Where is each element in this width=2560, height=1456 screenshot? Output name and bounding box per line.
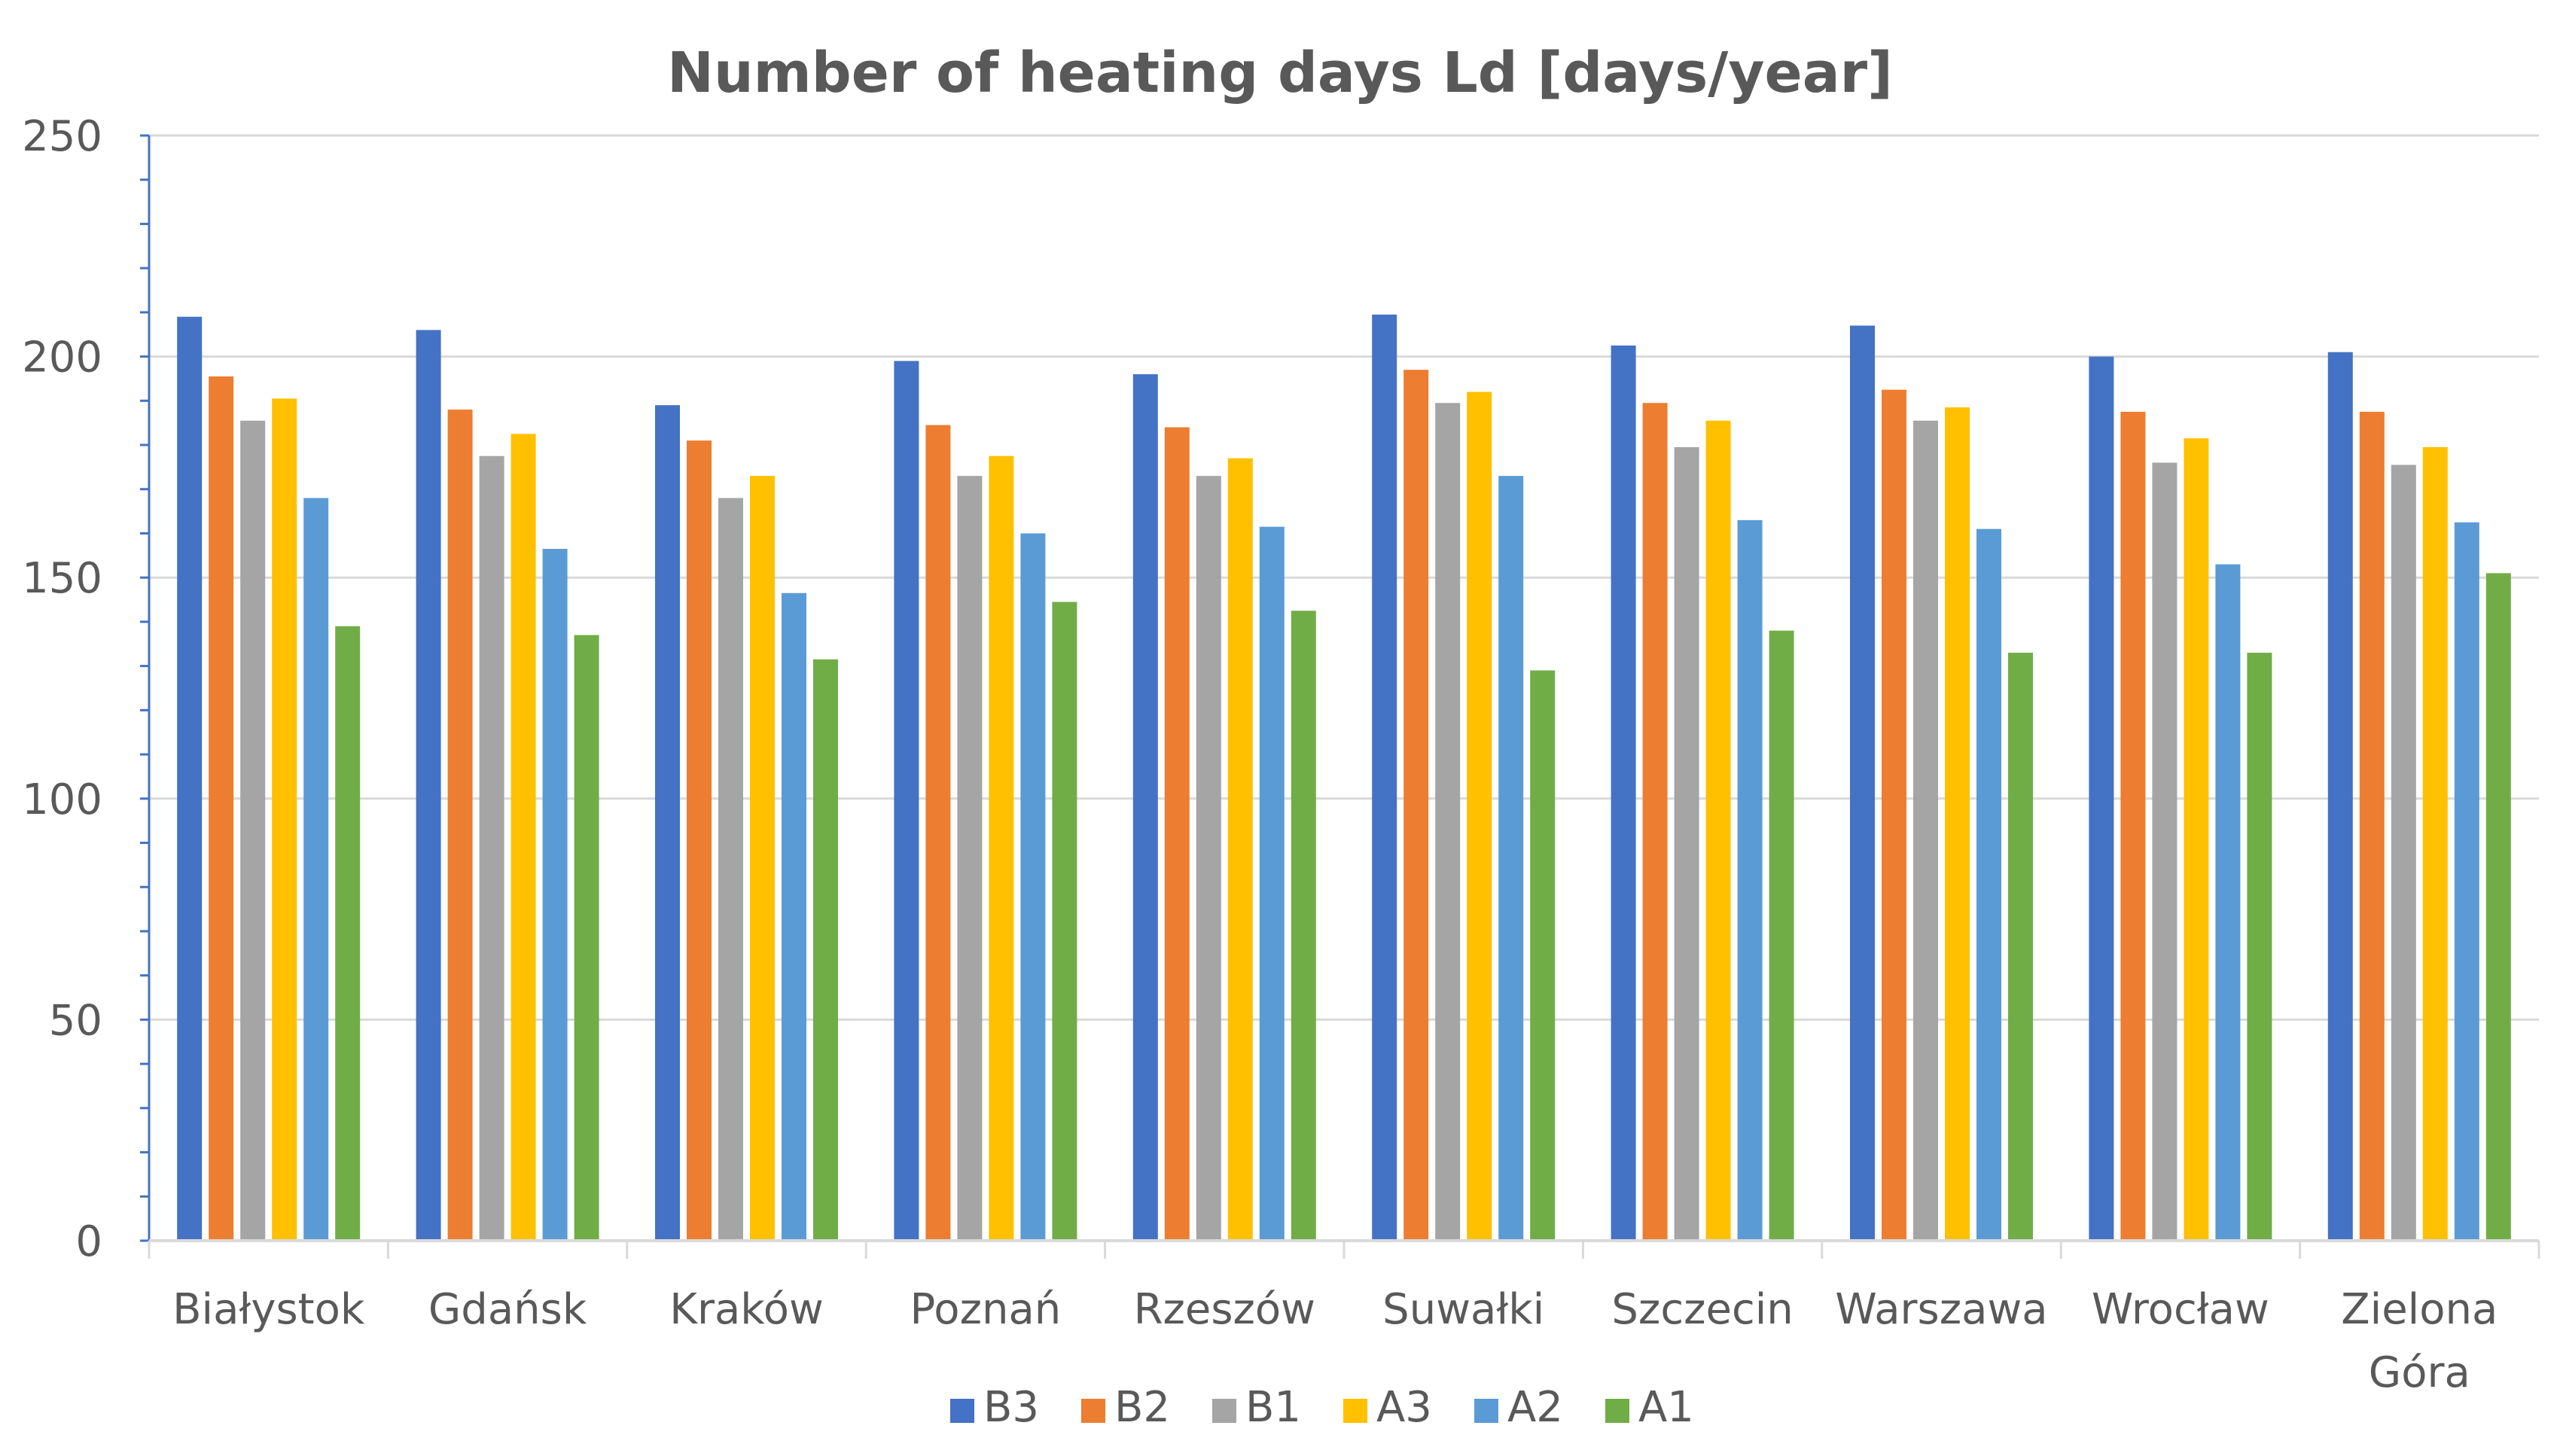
y-tick-label: 200 bbox=[22, 334, 102, 382]
bar-a2-10 bbox=[2454, 522, 2479, 1241]
bar-b1-5 bbox=[1196, 476, 1221, 1241]
bar-a3-1 bbox=[272, 398, 297, 1241]
bar-b3-2 bbox=[416, 330, 441, 1241]
legend: B3 B2 B1 A3 A2 A1 bbox=[950, 1383, 1694, 1432]
bar-b3-7 bbox=[1611, 345, 1636, 1241]
bar-a1-6 bbox=[1530, 670, 1556, 1241]
x-axis-tick-labels: Białystok Gdańsk Kraków Poznań Rzeszów Suwałk… bbox=[172, 1285, 2498, 1397]
x-tick-label: Warszawa bbox=[1835, 1285, 2047, 1334]
x-tick-label: Wrocław bbox=[2092, 1285, 2269, 1334]
bar-a3-2 bbox=[510, 434, 536, 1241]
bar-b2-1 bbox=[209, 376, 234, 1241]
bar-a3-6 bbox=[1467, 391, 1492, 1241]
bar-b3-6 bbox=[1372, 314, 1397, 1241]
bar-a2-1 bbox=[303, 498, 329, 1241]
bar-b2-7 bbox=[1642, 403, 1668, 1241]
bar-b2-10 bbox=[2359, 412, 2385, 1241]
bar-b3-3 bbox=[655, 405, 680, 1241]
y-tick-label: 250 bbox=[22, 112, 102, 161]
bar-b2-4 bbox=[925, 425, 951, 1241]
bar-b1-3 bbox=[718, 498, 743, 1241]
bar-a2-8 bbox=[1976, 528, 2001, 1241]
bar-a3-5 bbox=[1227, 458, 1253, 1241]
legend-swatch-b3 bbox=[950, 1399, 974, 1423]
y-axis-tick-labels: 0 50 100 150 200 250 bbox=[22, 112, 102, 1266]
bar-a1-9 bbox=[2247, 653, 2272, 1241]
x-tick-label: Poznań bbox=[910, 1285, 1062, 1334]
legend-label-b1: B1 bbox=[1245, 1383, 1301, 1432]
bar-b3-4 bbox=[894, 361, 919, 1241]
y-tick-label: 0 bbox=[75, 1217, 102, 1266]
legend-swatch-a1 bbox=[1605, 1399, 1629, 1423]
legend-swatch-b2 bbox=[1081, 1399, 1105, 1423]
bar-b1-2 bbox=[479, 455, 504, 1241]
bar-a3-4 bbox=[989, 455, 1014, 1241]
legend-swatch-b1 bbox=[1212, 1399, 1236, 1423]
bar-a1-10 bbox=[2485, 573, 2511, 1241]
bar-a2-6 bbox=[1498, 476, 1524, 1241]
bar-b2-9 bbox=[2120, 412, 2146, 1241]
bar-b2-5 bbox=[1164, 427, 1190, 1241]
bar-b3-5 bbox=[1132, 374, 1158, 1241]
bar-b2-8 bbox=[1882, 389, 1906, 1241]
bar-a3-8 bbox=[1945, 407, 1970, 1241]
axes bbox=[140, 134, 2540, 1259]
x-tick-label: Gdańsk bbox=[428, 1285, 587, 1334]
bar-a2-3 bbox=[782, 592, 806, 1241]
legend-label-b2: B2 bbox=[1114, 1383, 1170, 1432]
bar-b3-8 bbox=[1850, 325, 1875, 1241]
chart-title: Number of heating days Ld [days/year] bbox=[667, 41, 1893, 105]
bar-b2-6 bbox=[1403, 370, 1429, 1241]
bar-b1-7 bbox=[1674, 446, 1699, 1241]
gridlines bbox=[149, 134, 2539, 1021]
y-tick-label: 50 bbox=[49, 996, 102, 1045]
bar-a1-8 bbox=[2008, 653, 2033, 1241]
bar-b1-6 bbox=[1435, 403, 1461, 1241]
x-tick-label: Rzeszów bbox=[1134, 1285, 1315, 1334]
bar-a1-7 bbox=[1769, 630, 1794, 1241]
bar-b2-2 bbox=[447, 410, 473, 1241]
y-tick-label: 150 bbox=[22, 554, 102, 603]
x-tick-label: Góra bbox=[2369, 1348, 2470, 1397]
bar-b1-1 bbox=[240, 420, 266, 1241]
bar-a1-3 bbox=[813, 659, 838, 1241]
legend-label-a2: A2 bbox=[1507, 1383, 1563, 1432]
x-tick-label: Zielona bbox=[2341, 1285, 2498, 1334]
x-tick-label: Szczecin bbox=[1611, 1285, 1793, 1334]
bar-b1-4 bbox=[957, 476, 983, 1241]
bar-a2-4 bbox=[1020, 533, 1046, 1241]
bars bbox=[177, 314, 2511, 1241]
bar-a1-1 bbox=[335, 626, 361, 1241]
bar-b2-3 bbox=[687, 440, 712, 1241]
x-tick-label: Suwałki bbox=[1382, 1285, 1544, 1334]
bar-a2-2 bbox=[542, 549, 568, 1241]
bar-b1-9 bbox=[2152, 462, 2178, 1241]
bar-a2-9 bbox=[2215, 564, 2241, 1241]
legend-swatch-a2 bbox=[1474, 1399, 1498, 1423]
bar-a3-9 bbox=[2184, 438, 2209, 1241]
legend-label-a3: A3 bbox=[1376, 1383, 1432, 1432]
bar-b1-8 bbox=[1913, 420, 1938, 1241]
bar-a3-10 bbox=[2422, 446, 2448, 1241]
x-tick-label: Białystok bbox=[172, 1285, 365, 1334]
bar-b3-10 bbox=[2327, 352, 2353, 1241]
bar-a3-7 bbox=[1705, 420, 1731, 1241]
legend-label-b3: B3 bbox=[983, 1383, 1039, 1432]
bar-a1-2 bbox=[574, 635, 599, 1241]
bar-a1-4 bbox=[1052, 602, 1077, 1241]
x-tick-label: Kraków bbox=[669, 1285, 824, 1334]
bar-a1-5 bbox=[1291, 611, 1316, 1241]
bar-a2-7 bbox=[1737, 519, 1763, 1241]
bar-a3-3 bbox=[750, 476, 775, 1241]
bar-b1-10 bbox=[2391, 465, 2416, 1241]
legend-label-a1: A1 bbox=[1638, 1383, 1694, 1432]
bar-b3-9 bbox=[2089, 356, 2114, 1241]
bar-b3-1 bbox=[177, 316, 203, 1241]
bar-a2-5 bbox=[1259, 526, 1285, 1241]
y-tick-label: 100 bbox=[22, 775, 102, 824]
legend-swatch-a3 bbox=[1343, 1399, 1367, 1423]
